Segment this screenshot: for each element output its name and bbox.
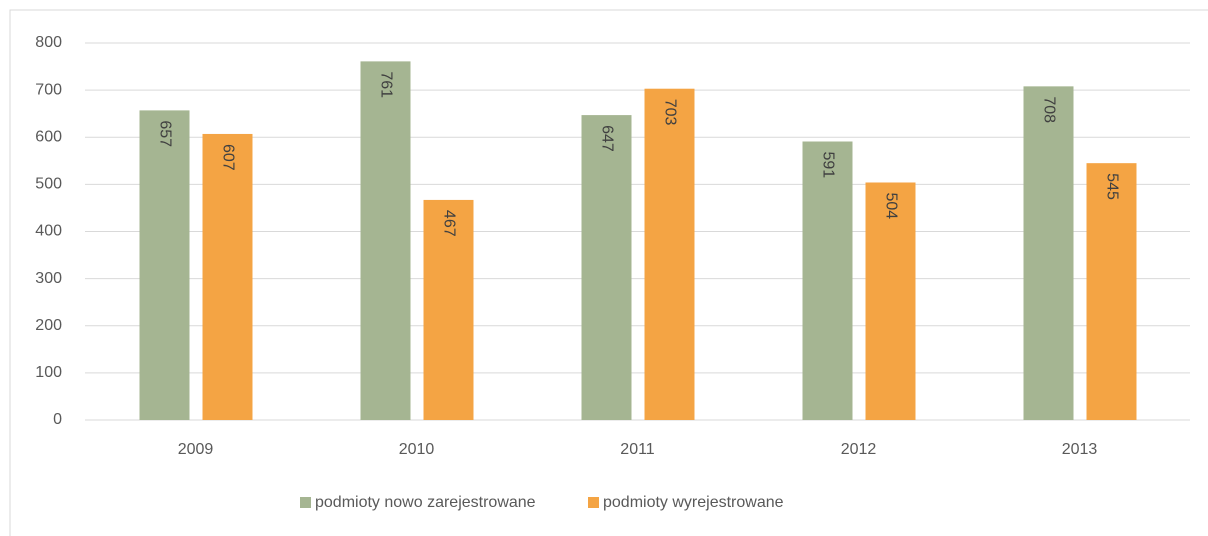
bar [202, 133, 253, 421]
x-tick-label: 2013 [1062, 441, 1098, 458]
legend-label: podmioty wyrejestrowane [603, 494, 784, 511]
y-tick-label: 300 [35, 270, 62, 287]
bar [1023, 86, 1074, 420]
bar [644, 88, 695, 421]
y-tick-label: 700 [35, 81, 62, 98]
legend-marker [588, 497, 599, 508]
bar [360, 61, 411, 420]
data-label: 591 [819, 151, 836, 178]
chart-border [9, 9, 1208, 536]
data-label: 708 [1040, 96, 1057, 123]
data-label: 545 [1103, 173, 1120, 200]
y-tick-label: 800 [35, 34, 62, 51]
bar [865, 182, 916, 420]
data-label: 761 [377, 71, 394, 98]
bar [423, 199, 474, 420]
y-tick-label: 600 [35, 128, 62, 145]
x-tick-label: 2009 [178, 441, 214, 458]
y-tick-label: 400 [35, 223, 62, 240]
data-label: 504 [882, 192, 899, 219]
data-label: 467 [440, 210, 457, 237]
data-label: 657 [156, 120, 173, 147]
x-tick-label: 2012 [841, 441, 877, 458]
legend-label: podmioty nowo zarejestrowane [315, 494, 536, 511]
x-tick-label: 2010 [399, 441, 435, 458]
bar [802, 141, 853, 420]
data-label: 647 [598, 125, 615, 152]
x-tick-label: 2011 [620, 441, 655, 458]
bar [1086, 163, 1137, 420]
bar [581, 115, 632, 420]
y-tick-label: 500 [35, 176, 62, 193]
legend-marker [300, 497, 311, 508]
y-tick-label: 200 [35, 317, 62, 334]
y-tick-label: 100 [35, 364, 62, 381]
y-tick-label: 0 [53, 411, 62, 428]
bar [139, 110, 190, 421]
data-label: 703 [661, 99, 678, 126]
data-label: 607 [219, 144, 236, 171]
